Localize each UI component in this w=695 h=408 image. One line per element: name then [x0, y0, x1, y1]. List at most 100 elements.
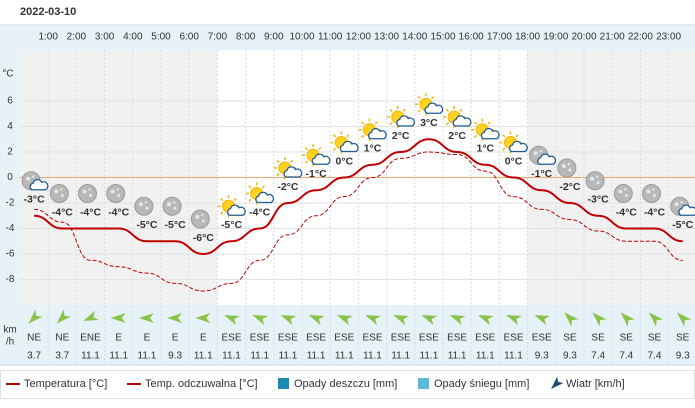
- temperature-label: -4°C: [616, 206, 638, 218]
- sun-ray: [459, 108, 463, 112]
- sun-ray: [248, 198, 252, 202]
- weather-icon: [670, 196, 695, 216]
- cloud: [339, 140, 359, 153]
- sun-ray: [389, 108, 393, 112]
- wind-arrow: [620, 312, 635, 327]
- wind-arrow: [110, 313, 126, 323]
- temperature-label: -5°C: [221, 219, 243, 231]
- sun-ray: [445, 108, 449, 112]
- moon: [642, 184, 661, 203]
- temperature-label: -4°C: [52, 206, 74, 218]
- wind-direction: ESE: [334, 333, 354, 344]
- weather-icon: [217, 195, 246, 218]
- wind-arrow: [138, 313, 154, 323]
- moon-spot: [145, 206, 149, 210]
- wind-arrow: [393, 314, 410, 326]
- wind-speed: 11.1: [335, 351, 354, 362]
- sun-ray: [389, 122, 393, 126]
- weather-icon: [49, 184, 69, 203]
- moon-spot: [82, 189, 87, 194]
- temperature-label: -1°C: [531, 168, 553, 180]
- sun-ray: [220, 197, 224, 202]
- sun-ray: [502, 134, 506, 138]
- temperature-label: -4°C: [80, 206, 102, 218]
- wind-speed: 11.1: [138, 351, 157, 362]
- moon: [134, 196, 154, 216]
- weather-icon: [190, 209, 210, 229]
- weather-icon: [273, 157, 303, 179]
- moon-spot: [138, 202, 143, 207]
- sun-ray: [290, 159, 294, 163]
- wind-direction: ESE: [391, 333, 411, 344]
- sun-ray: [332, 134, 337, 138]
- moon-spot: [88, 188, 91, 191]
- moon: [78, 184, 97, 203]
- cloud: [537, 153, 557, 165]
- moon-spot: [144, 201, 148, 204]
- wind-arrow: [534, 314, 551, 326]
- wind-speed: 7.4: [648, 351, 662, 362]
- weather-icon: [245, 182, 275, 205]
- moon-spot: [539, 150, 542, 153]
- moon-spot: [596, 181, 600, 185]
- wind-speed: 9.3: [168, 351, 182, 362]
- x-tick-label: 13:00: [374, 32, 399, 43]
- wind-direction: NE: [55, 333, 69, 344]
- wind-unit: km: [3, 325, 16, 336]
- wind-speed: 7.4: [591, 351, 605, 362]
- wind-speed: 11.1: [222, 351, 241, 362]
- moon-spot: [680, 201, 683, 204]
- hour-row: [0, 25, 695, 50]
- wind-arrow: [592, 312, 607, 327]
- moon-spot: [646, 189, 651, 194]
- wind-arrow: [308, 314, 325, 326]
- moon-spot: [31, 175, 35, 178]
- x-tick-label: 21:00: [600, 32, 625, 43]
- temperature-label: -4°C: [644, 206, 666, 218]
- moon: [162, 196, 182, 216]
- legend-label: Opady deszczu [mm]: [294, 378, 397, 390]
- moon-spot: [653, 194, 656, 197]
- wind-direction: E: [144, 333, 151, 344]
- weather-icon: [414, 93, 444, 116]
- wind-speed: 11.1: [363, 351, 382, 362]
- x-tick-label: 9:00: [264, 32, 284, 43]
- sun-ray: [248, 185, 252, 189]
- moon-spot: [590, 176, 595, 181]
- x-tick-label: 7:00: [208, 32, 228, 43]
- moon-spot: [652, 188, 655, 191]
- wind-direction: NE: [27, 333, 41, 344]
- wind-arrow: [56, 309, 71, 324]
- sun-ray: [220, 211, 224, 215]
- wind-direction: ESE: [250, 333, 270, 344]
- moon-spot: [567, 162, 571, 166]
- sun-ray: [374, 121, 378, 125]
- sun-ray: [515, 134, 519, 138]
- sun-ray: [233, 197, 237, 202]
- wind-arrow: [449, 314, 466, 326]
- y-axis-label: °C: [2, 69, 13, 80]
- moon-spot: [54, 189, 59, 194]
- x-tick-label: 6:00: [179, 32, 199, 43]
- moon: [613, 184, 633, 203]
- wind-arrow: [564, 312, 579, 327]
- wind-direction: ESE: [278, 333, 298, 344]
- legend-wind-arrow: [551, 376, 564, 389]
- cloud: [255, 191, 275, 204]
- temperature-label: 0°C: [505, 155, 523, 167]
- feels-like-line: [34, 151, 683, 292]
- wind-speed: 11.1: [391, 351, 410, 362]
- wind-speed: 11.1: [420, 351, 439, 362]
- wind-speed: 11.1: [250, 351, 269, 362]
- weather-icon: [330, 131, 359, 154]
- legend-label: Temp. odczuwalna [°C]: [145, 378, 258, 390]
- sun-ray: [431, 95, 435, 100]
- weather-icon: [529, 145, 557, 165]
- wind-speed: 7.4: [619, 351, 633, 362]
- y-tick-label: -8: [6, 274, 15, 285]
- sun-ray: [487, 121, 491, 125]
- weather-icon: [78, 184, 97, 203]
- wind-speed: 11.1: [504, 351, 523, 362]
- sun-ray: [361, 121, 365, 125]
- weather-icon: [386, 106, 416, 128]
